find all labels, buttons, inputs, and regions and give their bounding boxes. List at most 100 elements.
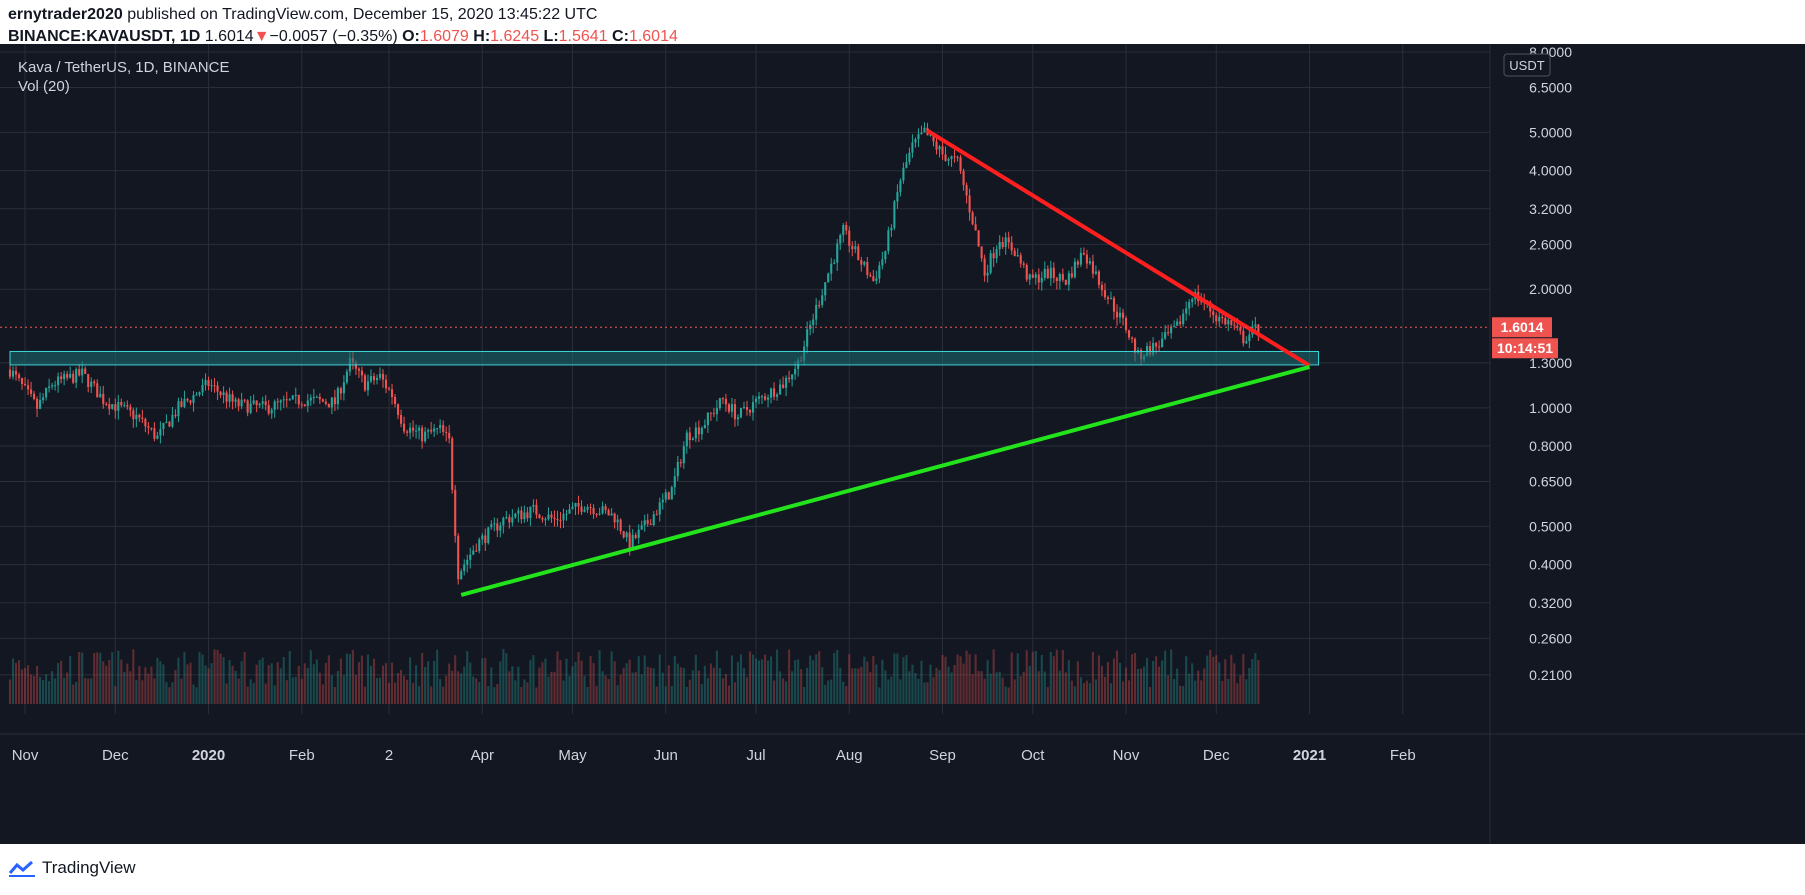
candle-body: [733, 404, 737, 420]
volume-bar: [619, 674, 622, 704]
candle-body: [860, 260, 863, 265]
candle-body: [742, 407, 746, 409]
price-chart[interactable]: 8.00006.50005.00004.00003.20002.60002.00…: [0, 44, 1805, 844]
volume-bar: [1094, 679, 1097, 704]
volume-bar: [616, 685, 619, 704]
volume-bar: [240, 661, 243, 704]
candle-body: [1034, 274, 1037, 278]
candle-body: [487, 527, 490, 543]
candle-body: [712, 413, 715, 415]
volume-bar: [192, 684, 195, 704]
volume-bar: [721, 678, 724, 704]
candle-body: [294, 394, 297, 396]
volume-bar: [1091, 651, 1094, 704]
volume-bar: [108, 660, 111, 704]
volume-bar: [643, 655, 646, 704]
volume-bar: [1121, 681, 1125, 704]
candle-body: [896, 192, 899, 202]
candle-body: [706, 412, 709, 425]
footer-brand[interactable]: TradingView: [42, 858, 136, 877]
volume-bar: [878, 687, 881, 704]
candle-body: [715, 408, 718, 415]
candle-body: [1257, 324, 1260, 333]
resistance-trend-line[interactable]: [926, 129, 1311, 368]
candle-body: [529, 506, 532, 519]
candle-body: [400, 415, 403, 424]
candle-body: [1167, 332, 1170, 334]
volume-bar: [42, 680, 45, 704]
volume-bar: [1058, 670, 1061, 704]
candle-body: [451, 438, 454, 490]
candle-body: [827, 273, 830, 283]
candle-body: [983, 258, 986, 276]
candle-body: [372, 376, 376, 381]
volume-bar: [965, 650, 968, 704]
volume-bar: [559, 660, 562, 704]
candle-body: [920, 132, 923, 135]
candle-body: [93, 381, 96, 384]
volume-bar: [496, 684, 499, 704]
close-label: C:: [612, 28, 629, 45]
currency-badge[interactable]: [1503, 53, 1551, 77]
candle-body: [30, 389, 33, 394]
volume-bar: [649, 667, 652, 704]
author-name[interactable]: ernytrader2020: [8, 6, 123, 23]
volume-bar: [884, 670, 887, 704]
volume-bar: [372, 658, 376, 704]
candle-body: [1040, 277, 1043, 283]
volume-bar: [1013, 679, 1016, 704]
candle-body: [1055, 277, 1058, 281]
volume-bar: [673, 655, 676, 704]
volume-bar: [806, 667, 809, 704]
volume-bar: [493, 687, 496, 704]
candle-body: [857, 246, 860, 261]
volume-bar: [412, 682, 415, 704]
support-zone[interactable]: [9, 350, 1320, 366]
candle-body: [908, 152, 911, 163]
candle-body: [616, 519, 619, 523]
volume-bar: [947, 666, 950, 704]
volume-bar: [715, 650, 718, 704]
volume-bar: [917, 678, 920, 704]
candle-body: [1106, 297, 1110, 300]
volume-bar: [1221, 680, 1224, 704]
candle-body: [396, 403, 400, 416]
volume-bar: [237, 678, 240, 704]
volume-bar: [1200, 680, 1203, 704]
countdown-tag: [1492, 338, 1558, 359]
x-tick-label: 2: [385, 747, 393, 764]
candle-body: [646, 520, 649, 524]
candle-body: [481, 535, 484, 540]
volume-bar: [457, 671, 460, 704]
candle-body: [403, 423, 406, 432]
volume-bar: [57, 663, 60, 704]
candle-body: [806, 329, 809, 347]
candle-body: [90, 381, 93, 388]
candle-body: [751, 402, 755, 413]
candle-body: [291, 395, 294, 400]
candle-body: [1173, 325, 1176, 327]
candle-body: [237, 399, 240, 407]
candle-body: [902, 167, 905, 181]
x-tick-label: Sep: [929, 747, 956, 764]
volume-bar: [243, 652, 246, 704]
high-label: H:: [473, 28, 491, 45]
support-trend-line[interactable]: [460, 364, 1311, 597]
candle-body: [1061, 274, 1064, 280]
volume-bar: [23, 667, 27, 704]
volume-bar: [51, 671, 54, 704]
candle-body: [469, 554, 472, 560]
candle-body: [721, 398, 724, 400]
candle-body: [1052, 267, 1055, 278]
candle-body: [1112, 297, 1116, 312]
candle-body: [390, 389, 394, 397]
volume-bar: [565, 658, 568, 704]
volume-bar: [803, 686, 806, 704]
volume-bar: [1049, 651, 1052, 704]
candle-body: [418, 427, 421, 431]
candle-body: [475, 550, 478, 552]
volume-bar: [893, 653, 896, 704]
candle-body: [384, 379, 388, 389]
candle-body: [490, 524, 493, 528]
volume-bar: [532, 655, 535, 704]
